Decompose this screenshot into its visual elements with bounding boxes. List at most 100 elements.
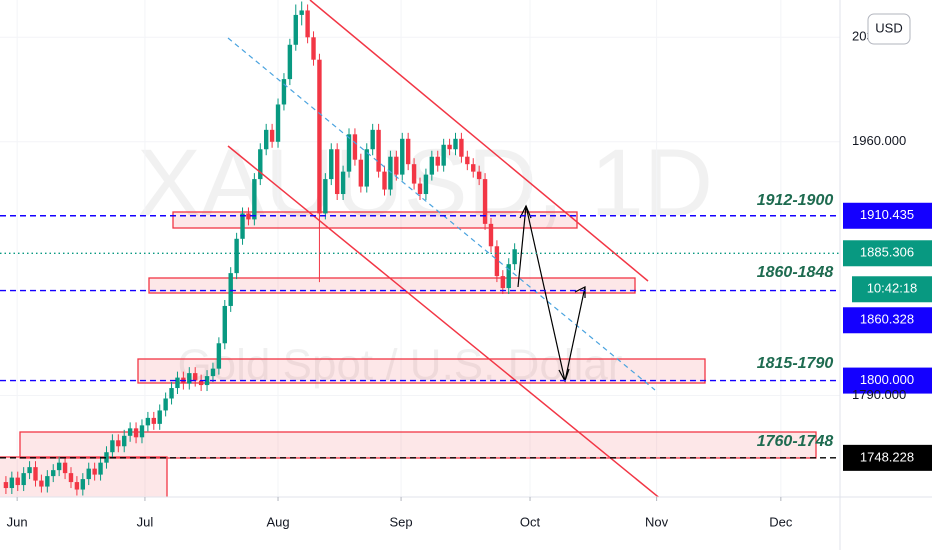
candle-body [476,171,482,180]
candle-body [417,183,423,195]
candle-body [175,377,180,389]
candle-body [228,273,233,306]
candle-body [116,440,121,447]
candle-body [482,179,488,224]
candle-body [133,428,139,438]
price-label: 1910.435 [860,207,914,222]
candle-body [234,238,239,274]
currency-label[interactable]: USD [875,20,902,35]
price-label: 1885.306 [860,245,914,260]
candle-body [400,138,405,175]
candle-body [317,59,322,214]
candle-body [157,410,162,424]
candle-body [394,156,399,175]
candle-body [15,477,20,486]
price-label: 1800.000 [860,372,914,387]
y-tick-label: 1790.000 [852,387,906,402]
candle-body [340,171,346,195]
price-label-box [843,202,932,229]
currency-button[interactable] [867,13,911,45]
candle-body [411,164,417,184]
candle-body [441,144,446,166]
price-label-box [843,307,932,334]
candle-body [488,223,494,247]
candle-body [193,373,198,381]
candle-body [145,417,151,426]
candle-body [275,104,281,142]
candle-body [269,129,275,142]
candle-body [494,246,500,277]
candle-body [370,129,375,150]
candle-body [222,305,227,344]
candle-body [500,276,506,289]
zone-box [172,211,578,229]
candle-body [216,343,222,369]
candle-body [246,213,251,220]
candle-body [334,149,340,195]
candle-body [68,473,74,483]
zone-label: 1760-1748 [757,433,834,450]
arrow-head [519,204,532,219]
candle-body [139,425,145,438]
zone-box [0,456,168,497]
candle-body [39,480,44,487]
candle-body [429,156,435,175]
watermark-description: Gold Spot / U.S. Dollar [177,341,622,390]
price-lines: 1910.435 1885.306 10:42:18 1860.328 1800.000… [0,202,932,471]
candle-body [382,171,387,190]
candle-body [187,373,192,384]
candle-body [98,462,103,475]
price-label-box [843,444,932,471]
candle-body [252,179,257,220]
candle-body [311,37,316,60]
grid [0,0,840,497]
candle-body [27,467,32,474]
countdown-label: 10:42:18 [867,281,918,296]
zone-box [19,431,817,459]
candle-body [299,10,304,15]
candle-body [3,482,9,489]
candle-body [423,174,429,195]
price-label: 1860.328 [860,312,914,327]
candles [3,1,517,496]
candle-body [210,368,216,377]
candle-body [21,473,26,486]
candle-body [263,129,269,150]
candle-body [74,482,80,490]
price-label-box [843,240,932,267]
arrow-head [574,286,586,298]
price-label: 1748.228 [860,449,914,464]
candle-body [512,249,517,265]
candle-body [92,468,97,475]
zone-box [148,277,636,294]
x-tick-label: Jun [7,514,28,529]
candle-body [358,159,364,187]
candle-body [86,468,91,480]
candle-body [453,138,458,150]
trend-midline [227,37,656,391]
x-tick-label: Nov [645,514,669,529]
zone-label: 1815-1790 [757,355,834,372]
candle-body [305,10,310,38]
x-tick-label: Jul [137,514,154,529]
price-label-box [843,367,932,394]
x-tick-label: Sep [390,514,413,529]
zone-label: 1912-1900 [757,192,834,209]
candle-body [447,144,452,150]
candle-body [329,149,334,180]
candle-body [163,398,168,411]
candle-body [405,138,411,165]
candle-body [465,156,470,165]
drawings [227,0,660,497]
candle-body [56,462,62,471]
candle-body [506,264,511,289]
candle-body [364,149,369,187]
zone-label: 1860-1848 [757,264,834,281]
candle-body [352,134,358,160]
candle-body [9,477,15,489]
candle-body [45,476,50,487]
candle-body [33,467,38,481]
candle-body [281,79,287,105]
x-tick-label: Dec [769,514,793,529]
candle-body [346,134,352,172]
